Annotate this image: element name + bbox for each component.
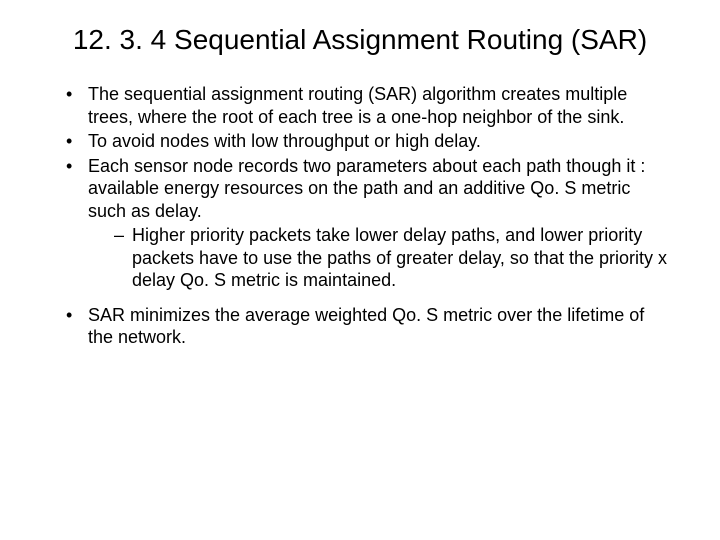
- sub-bullet-text: Higher priority packets take lower delay…: [132, 225, 667, 290]
- sub-bullet-item: Higher priority packets take lower delay…: [114, 224, 670, 292]
- bullet-item: SAR minimizes the average weighted Qo. S…: [66, 304, 670, 349]
- bullet-text: To avoid nodes with low throughput or hi…: [88, 131, 481, 151]
- slide-title: 12. 3. 4 Sequential Assignment Routing (…: [50, 22, 670, 57]
- bullet-item: The sequential assignment routing (SAR) …: [66, 83, 670, 128]
- bullet-item: To avoid nodes with low throughput or hi…: [66, 130, 670, 153]
- bullet-text: SAR minimizes the average weighted Qo. S…: [88, 305, 644, 348]
- sub-bullet-list: Higher priority packets take lower delay…: [88, 224, 670, 292]
- bullet-list: The sequential assignment routing (SAR) …: [50, 83, 670, 349]
- bullet-item: Each sensor node records two parameters …: [66, 155, 670, 292]
- bullet-text: The sequential assignment routing (SAR) …: [88, 84, 627, 127]
- bullet-text: Each sensor node records two parameters …: [88, 156, 645, 221]
- slide: 12. 3. 4 Sequential Assignment Routing (…: [0, 0, 720, 371]
